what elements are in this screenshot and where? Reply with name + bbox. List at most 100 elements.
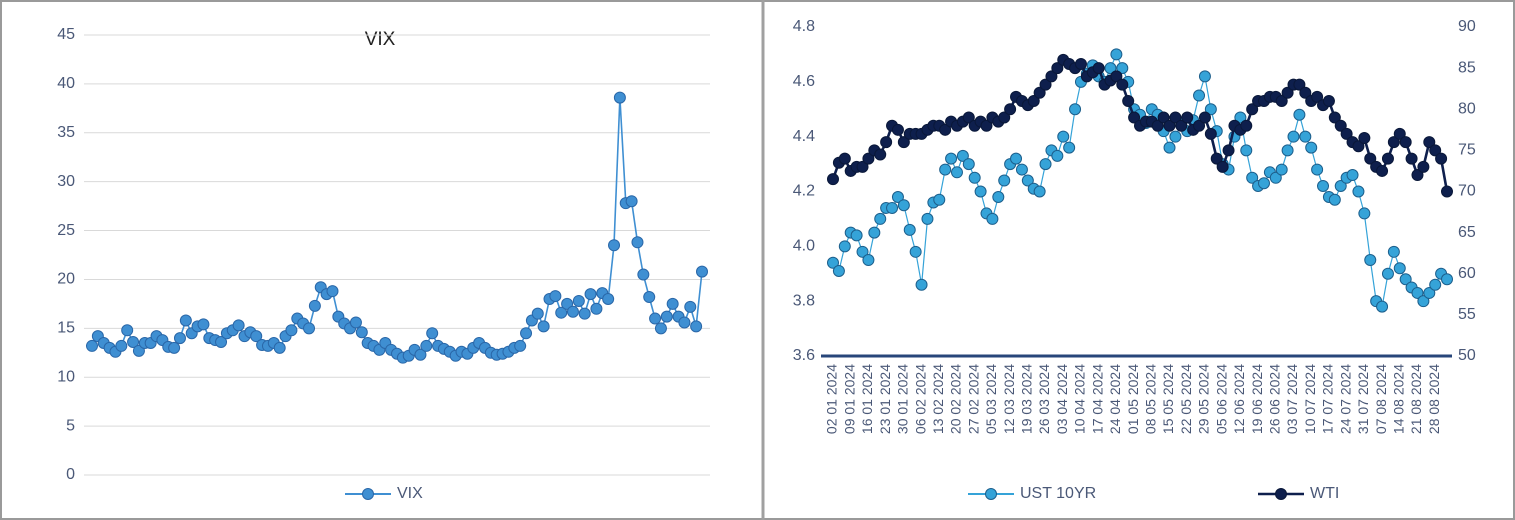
point xyxy=(1110,70,1123,83)
point xyxy=(968,171,981,184)
point xyxy=(1004,103,1017,116)
x-tick-label: 23 01 2024 xyxy=(877,364,893,434)
y-tick-label: 4.2 xyxy=(793,183,815,200)
point xyxy=(838,240,851,253)
point xyxy=(1015,163,1028,176)
x-tick-label: 08 05 2024 xyxy=(1143,364,1159,434)
point xyxy=(838,152,851,165)
point xyxy=(121,324,134,337)
point xyxy=(986,212,999,225)
point xyxy=(915,278,928,291)
point xyxy=(173,332,186,345)
point xyxy=(1151,119,1164,132)
point xyxy=(1322,95,1335,108)
point xyxy=(590,302,603,315)
point xyxy=(1364,254,1377,267)
legend-label: UST 10YR xyxy=(1020,485,1096,502)
point xyxy=(1411,169,1424,182)
point xyxy=(232,319,245,332)
point xyxy=(1021,174,1034,187)
x-tick-label: 05 03 2024 xyxy=(983,364,999,434)
y2-tick-label: 55 xyxy=(1458,306,1476,323)
x-tick-label: 19 03 2024 xyxy=(1019,364,1035,434)
x-tick-label: 05 06 2024 xyxy=(1213,364,1229,434)
point xyxy=(1181,111,1194,124)
point xyxy=(1051,149,1064,162)
y-tick-label: 10 xyxy=(57,368,75,385)
point xyxy=(537,320,550,333)
x-tick-label: 29 05 2024 xyxy=(1196,364,1212,434)
point xyxy=(1010,152,1023,165)
point xyxy=(1387,245,1400,258)
x-tick-label: 06 02 2024 xyxy=(912,364,928,434)
point xyxy=(1423,286,1436,299)
x-tick-label: 13 02 2024 xyxy=(930,364,946,434)
point xyxy=(1157,111,1170,124)
x-tick-label: 17 07 2024 xyxy=(1320,364,1336,434)
point xyxy=(1393,262,1406,275)
point xyxy=(1045,70,1058,83)
point xyxy=(1435,152,1448,165)
point xyxy=(945,152,958,165)
y-tick-label: 4.6 xyxy=(793,73,815,90)
point xyxy=(420,339,433,352)
point xyxy=(631,236,644,249)
x-tick-label: 12 03 2024 xyxy=(1001,364,1017,434)
y2-tick-label: 60 xyxy=(1458,265,1476,282)
point xyxy=(1193,119,1206,132)
point xyxy=(897,199,910,212)
point xyxy=(1169,111,1182,124)
point xyxy=(1340,127,1353,140)
point xyxy=(654,322,667,335)
point xyxy=(1074,58,1087,71)
x-tick-label: 07 08 2024 xyxy=(1373,364,1389,434)
x-tick-label: 30 01 2024 xyxy=(895,364,911,434)
y-tick-label: 4.4 xyxy=(793,128,815,145)
point xyxy=(308,299,321,312)
x-tick-label: 20 02 2024 xyxy=(948,364,964,434)
x-tick-label: 31 07 2024 xyxy=(1355,364,1371,434)
point xyxy=(1328,193,1341,206)
point xyxy=(1381,152,1394,165)
y2-tick-label: 90 xyxy=(1458,18,1476,35)
point xyxy=(1193,89,1206,102)
x-tick-label: 16 01 2024 xyxy=(859,364,875,434)
x-tick-label: 15 05 2024 xyxy=(1160,364,1176,434)
point xyxy=(1063,141,1076,154)
x-tick-label: 27 02 2024 xyxy=(965,364,981,434)
point xyxy=(880,136,893,149)
point xyxy=(690,320,703,333)
legend-marker xyxy=(362,488,374,500)
point xyxy=(1163,141,1176,154)
point xyxy=(1281,86,1294,99)
point xyxy=(1057,130,1070,143)
point xyxy=(1358,207,1371,220)
point xyxy=(891,123,904,136)
y-tick-label: 4.8 xyxy=(793,18,815,35)
point xyxy=(1222,144,1235,157)
point xyxy=(850,229,863,242)
point xyxy=(874,148,887,161)
x-tick-label: 12 06 2024 xyxy=(1231,364,1247,434)
point xyxy=(613,91,626,104)
point xyxy=(1216,160,1229,173)
point xyxy=(1328,111,1341,124)
point xyxy=(1092,62,1105,75)
point xyxy=(1033,86,1046,99)
point xyxy=(1352,140,1365,153)
x-tick-label: 10 04 2024 xyxy=(1072,364,1088,434)
point xyxy=(1116,78,1129,91)
point xyxy=(1358,132,1371,145)
point xyxy=(1352,185,1365,198)
point xyxy=(1429,144,1442,157)
x-tick-label: 10 07 2024 xyxy=(1302,364,1318,434)
point xyxy=(660,310,673,323)
point xyxy=(1069,103,1082,116)
point xyxy=(827,256,839,269)
point xyxy=(1293,78,1306,91)
point xyxy=(1175,119,1188,132)
point xyxy=(520,327,533,340)
point xyxy=(678,316,691,329)
